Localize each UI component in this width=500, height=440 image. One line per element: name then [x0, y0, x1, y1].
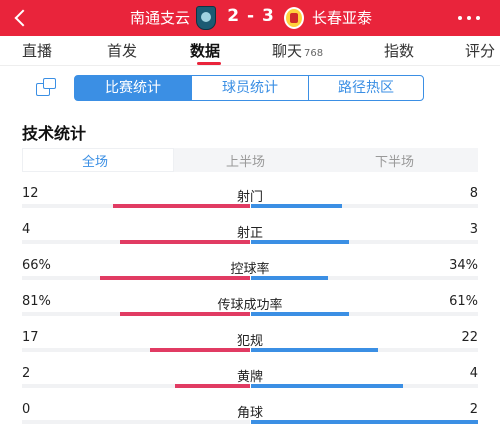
stat-away-bar	[251, 276, 329, 280]
stat-away-track	[251, 420, 478, 424]
stat-home-track	[22, 312, 250, 316]
stat-name: 传球成功率	[217, 298, 283, 313]
home-team-logo	[196, 6, 216, 30]
stat-away-value: 8	[469, 186, 478, 201]
stat-row: 17 犯规 22	[22, 330, 478, 360]
stat-away-track	[251, 204, 478, 208]
active-tab-indicator	[197, 62, 221, 65]
chat-count: 768	[304, 48, 324, 59]
stat-home-bar	[113, 204, 250, 208]
stat-away-track	[251, 240, 478, 244]
stat-away-track	[251, 384, 478, 388]
stat-row: 0 角球 2	[22, 402, 478, 432]
stat-row: 12 射门 8	[22, 186, 478, 216]
back-arrow-icon[interactable]	[10, 5, 36, 31]
stat-away-bar	[251, 240, 349, 244]
away-team-logo	[284, 7, 304, 29]
stat-name: 角球	[236, 406, 263, 421]
stat-home-value: 81%	[22, 294, 51, 309]
stat-home-track	[22, 420, 250, 424]
subtab-player-stats[interactable]: 球员统计	[191, 75, 309, 101]
home-team-name: 南通支云	[129, 9, 190, 27]
stat-row: 4 射正 3	[22, 222, 478, 252]
match-header: 南通支云 2 - 3 长春亚泰	[0, 0, 500, 36]
section-title: 技术统计	[22, 124, 87, 143]
stat-away-value: 22	[461, 330, 478, 345]
tab-chat-label: 聊天	[272, 42, 303, 60]
stat-away-bar	[251, 384, 404, 388]
stat-home-value: 0	[22, 402, 31, 417]
stat-home-track	[22, 276, 250, 280]
stat-home-value: 2	[22, 366, 31, 381]
stat-home-track	[22, 204, 250, 208]
period-first-half[interactable]: 上半场	[226, 155, 266, 170]
match-tabs: 直播 首发 数据 聊天 768 指数 评分	[0, 36, 500, 66]
stat-name: 控球率	[230, 262, 270, 277]
stat-row: 2 黄牌 4	[22, 366, 478, 396]
stat-home-bar	[174, 384, 250, 388]
stat-away-value: 61%	[449, 294, 478, 309]
subtab-heat-zones[interactable]: 路径热区	[308, 75, 424, 101]
tab-data[interactable]: 数据	[190, 42, 221, 60]
stat-home-value: 17	[22, 330, 39, 345]
stat-row: 66% 控球率 34%	[22, 258, 478, 288]
subtab-match-stats[interactable]: 比赛统计	[74, 75, 192, 101]
stat-home-value: 4	[22, 222, 31, 237]
stat-away-track	[251, 312, 478, 316]
stat-away-value: 3	[469, 222, 478, 237]
stat-home-track	[22, 384, 250, 388]
period-active-bg	[22, 148, 174, 172]
stat-away-track	[251, 348, 478, 352]
stat-home-track	[22, 348, 250, 352]
stat-home-bar	[149, 348, 250, 352]
stat-name: 犯规	[236, 334, 263, 349]
stat-away-track	[251, 276, 478, 280]
stat-home-bar	[120, 312, 250, 316]
stat-away-bar	[251, 312, 349, 316]
period-full[interactable]: 全场	[82, 155, 109, 170]
more-options-icon[interactable]	[458, 16, 488, 22]
tab-chat[interactable]: 聊天 768	[272, 40, 323, 61]
stat-home-value: 66%	[22, 258, 51, 273]
tab-rating[interactable]: 评分	[465, 42, 496, 60]
period-second-half[interactable]: 下半场	[375, 155, 415, 170]
stat-name: 黄牌	[236, 370, 263, 385]
stat-away-value: 4	[469, 366, 478, 381]
stat-name: 射正	[236, 226, 263, 241]
stat-away-bar	[251, 204, 342, 208]
stat-row: 81% 传球成功率 61%	[22, 294, 478, 324]
tab-odds[interactable]: 指数	[384, 42, 415, 60]
stat-away-value: 34%	[449, 258, 478, 273]
stat-home-track	[22, 240, 250, 244]
stat-home-bar	[99, 276, 250, 280]
stat-away-bar	[251, 420, 478, 424]
stat-away-bar	[251, 348, 379, 352]
stat-home-value: 12	[22, 186, 39, 201]
stat-name: 射门	[236, 190, 263, 205]
away-team-name: 长春亚泰	[312, 9, 373, 27]
stat-home-bar	[120, 240, 250, 244]
tab-lineup[interactable]: 首发	[107, 42, 138, 60]
match-score: 2 - 3	[227, 6, 275, 26]
stat-away-value: 2	[469, 402, 478, 417]
layout-toggle-icon[interactable]	[36, 78, 58, 98]
tab-live[interactable]: 直播	[22, 42, 53, 60]
period-selector: 全场 上半场 下半场	[22, 148, 478, 172]
